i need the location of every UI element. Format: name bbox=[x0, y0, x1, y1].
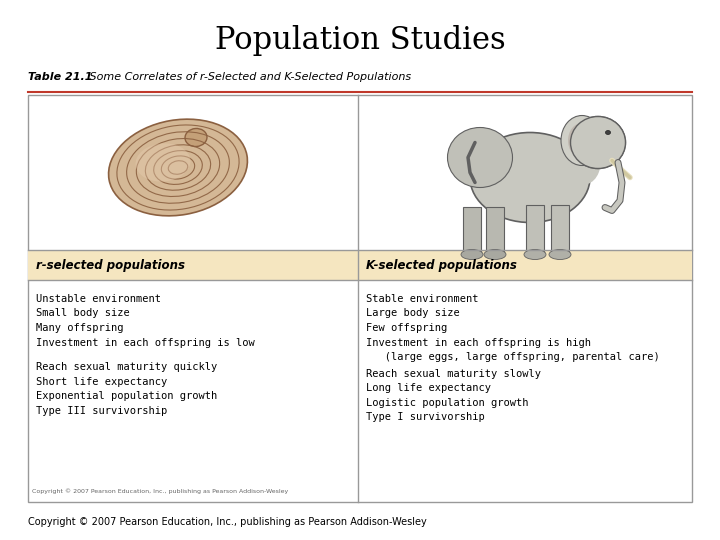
Text: Long life expectancy: Long life expectancy bbox=[366, 383, 491, 393]
Ellipse shape bbox=[549, 249, 571, 260]
Text: Many offspring: Many offspring bbox=[36, 323, 124, 333]
Text: Type III survivorship: Type III survivorship bbox=[36, 406, 167, 416]
Text: Small body size: Small body size bbox=[36, 308, 130, 319]
Ellipse shape bbox=[568, 123, 596, 158]
Ellipse shape bbox=[448, 127, 513, 187]
Ellipse shape bbox=[484, 249, 506, 260]
Text: Unstable environment: Unstable environment bbox=[36, 294, 161, 304]
Ellipse shape bbox=[524, 249, 546, 260]
Text: Investment in each offspring is low: Investment in each offspring is low bbox=[36, 338, 255, 348]
Text: r-selected populations: r-selected populations bbox=[36, 259, 185, 272]
Text: Some Correlates of r-Selected and K-Selected Populations: Some Correlates of r-Selected and K-Sele… bbox=[86, 72, 411, 82]
Text: Large body size: Large body size bbox=[366, 308, 460, 319]
Bar bbox=[463, 206, 481, 254]
Ellipse shape bbox=[470, 132, 590, 222]
Ellipse shape bbox=[559, 131, 600, 185]
Ellipse shape bbox=[570, 117, 626, 168]
Text: Copyright © 2007 Pearson Education, Inc., publishing as Pearson Addison-Wesley: Copyright © 2007 Pearson Education, Inc.… bbox=[32, 488, 288, 494]
Bar bbox=[526, 205, 544, 254]
Text: Copyright © 2007 Pearson Education, Inc., publishing as Pearson Addison-Wesley: Copyright © 2007 Pearson Education, Inc.… bbox=[28, 517, 427, 527]
Bar bbox=[28, 250, 692, 280]
Text: K-selected populations: K-selected populations bbox=[366, 259, 517, 272]
Text: Type I survivorship: Type I survivorship bbox=[366, 412, 485, 422]
Text: Reach sexual maturity slowly: Reach sexual maturity slowly bbox=[366, 369, 541, 379]
Text: Logistic population growth: Logistic population growth bbox=[366, 397, 528, 408]
Text: Short life expectancy: Short life expectancy bbox=[36, 377, 167, 387]
Text: Stable environment: Stable environment bbox=[366, 294, 479, 304]
Ellipse shape bbox=[606, 131, 611, 134]
Text: Table 21.1: Table 21.1 bbox=[28, 72, 92, 82]
Bar bbox=[486, 206, 504, 254]
Text: Population Studies: Population Studies bbox=[215, 24, 505, 56]
Text: Reach sexual maturity quickly: Reach sexual maturity quickly bbox=[36, 362, 217, 372]
Ellipse shape bbox=[135, 144, 191, 181]
Text: Investment in each offspring is high: Investment in each offspring is high bbox=[366, 338, 591, 348]
Ellipse shape bbox=[109, 119, 248, 216]
Ellipse shape bbox=[570, 117, 626, 168]
Ellipse shape bbox=[185, 129, 207, 146]
Bar bbox=[28, 95, 692, 502]
Ellipse shape bbox=[461, 249, 483, 260]
Bar bbox=[551, 205, 569, 254]
Text: (large eggs, large offspring, parental care): (large eggs, large offspring, parental c… bbox=[366, 352, 660, 362]
Ellipse shape bbox=[561, 116, 603, 165]
Text: Few offspring: Few offspring bbox=[366, 323, 447, 333]
Text: Exponential population growth: Exponential population growth bbox=[36, 391, 217, 401]
